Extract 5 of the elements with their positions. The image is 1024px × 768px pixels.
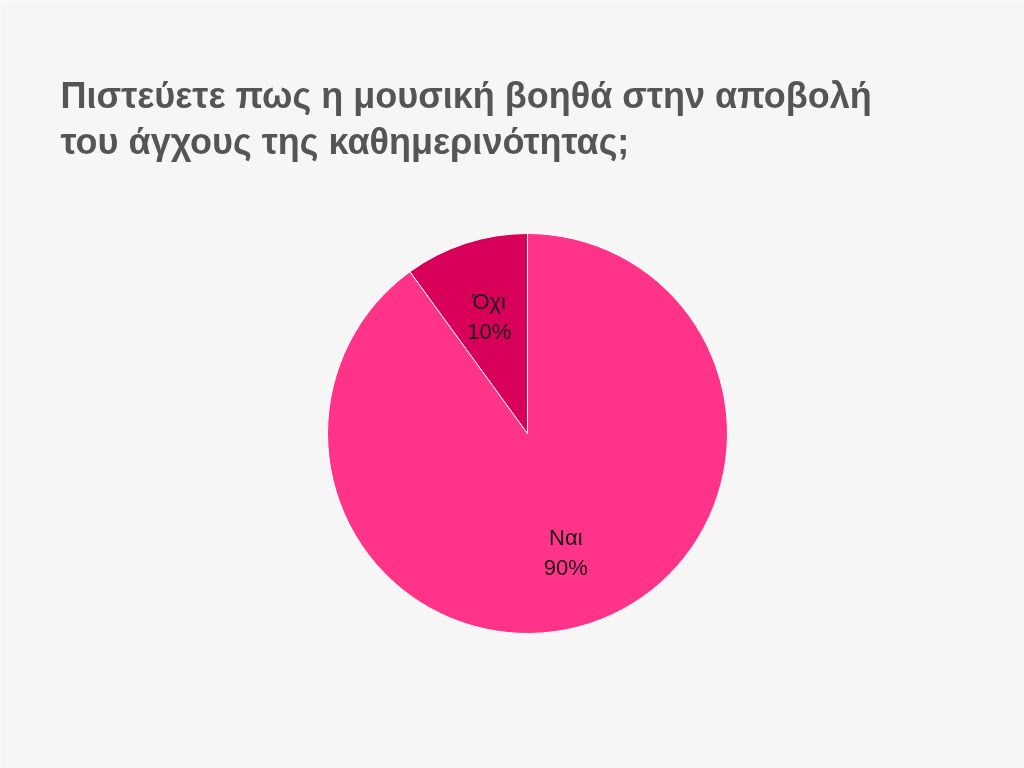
chart-title: Πιστεύετε πως η μουσική βοηθά στην αποβολή του άγχους της καθημερινότητας; — [60, 75, 872, 162]
data-label: 10% — [467, 319, 512, 345]
data-label: 90% — [543, 554, 588, 580]
slice-label: Ναι — [549, 524, 583, 550]
slice-label: Όχι — [471, 289, 507, 315]
